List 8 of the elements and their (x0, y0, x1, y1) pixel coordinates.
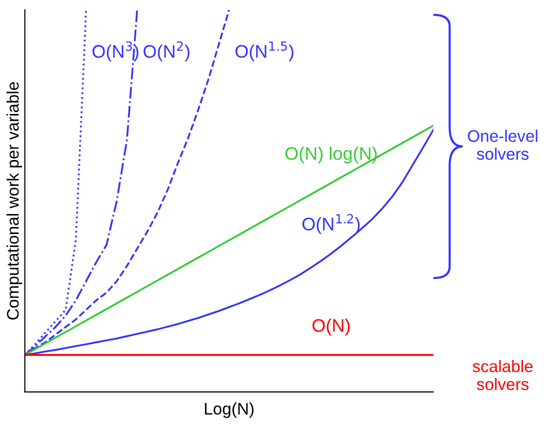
text: One-level solvers (468, 130, 538, 160)
series-label: O(N) log(N) (285, 146, 377, 164)
series-label: O(N$^{2}$) (144, 41, 190, 62)
y-axis-title: Computational work per variable (6, 82, 22, 320)
series-label: O(N) (312, 318, 350, 336)
text: scalable solvers (472, 360, 533, 390)
x-axis-title: Log(N) (204, 402, 254, 418)
series-label: O(N$^{1.5}$) (235, 41, 294, 62)
